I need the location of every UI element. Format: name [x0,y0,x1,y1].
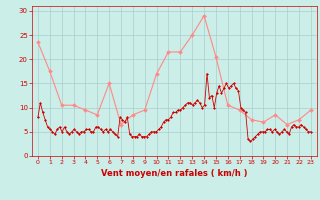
X-axis label: Vent moyen/en rafales ( km/h ): Vent moyen/en rafales ( km/h ) [101,169,248,178]
